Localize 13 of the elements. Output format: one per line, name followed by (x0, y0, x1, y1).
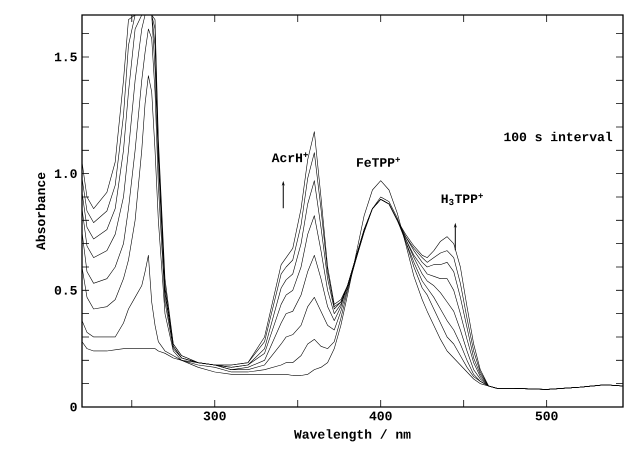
x-tick-label: 400 (369, 412, 392, 420)
annotation: H$_{3}$TPP$^{+}$ (442, 193, 483, 206)
x-axis-title: Wavelength / nm (294, 429, 411, 442)
y-tick-label: 0 (70, 402, 77, 412)
y-tick-label: 1.0 (54, 169, 77, 178)
y-tick-label: 0.5 (54, 286, 77, 295)
x-tick-label: 300 (204, 412, 226, 420)
annotation: 100 s interval (504, 132, 612, 142)
annotation: FeTPP$^{+}$ (357, 157, 400, 167)
y-tick-label: 1.5 (54, 52, 77, 62)
x-tick-label: 500 (536, 412, 558, 420)
y-axis-title: Absorbance (36, 172, 46, 250)
annotation: AcrH$^{+}$ (272, 152, 308, 162)
